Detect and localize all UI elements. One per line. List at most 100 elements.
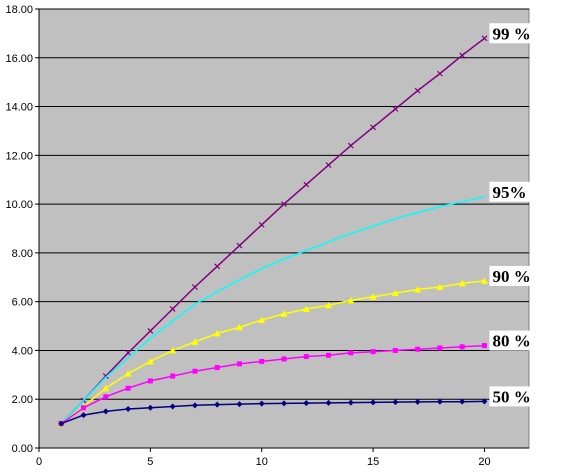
data-point xyxy=(436,283,444,291)
data-point xyxy=(258,316,266,323)
data-point xyxy=(370,349,376,355)
data-point xyxy=(302,305,310,312)
data-point xyxy=(124,370,132,377)
data-point xyxy=(481,343,487,349)
data-point xyxy=(170,373,176,379)
data-point xyxy=(125,349,132,356)
y-tick-label: 12.00 xyxy=(5,150,33,162)
x-tick-label: 0 xyxy=(36,456,42,468)
series-group xyxy=(57,35,488,427)
y-tick-label: 0.00 xyxy=(12,443,33,455)
series-80 xyxy=(58,343,487,427)
series-label: 80 % xyxy=(492,332,530,351)
data-point xyxy=(391,289,399,297)
data-point xyxy=(169,403,176,410)
y-tick-label: 6.00 xyxy=(12,297,33,309)
data-point xyxy=(325,399,332,406)
axes: 0.00 2.00 4.00 6.00 8.00 10.00 12.00 14.00 16.00… xyxy=(5,4,529,468)
data-point xyxy=(347,142,354,149)
data-point xyxy=(436,70,443,77)
data-point xyxy=(236,361,242,367)
data-point xyxy=(348,350,354,356)
data-point xyxy=(369,293,377,300)
series-99 xyxy=(58,35,488,427)
data-point xyxy=(236,242,243,249)
series-label-background xyxy=(489,265,542,286)
data-point xyxy=(258,221,265,228)
series-label-background xyxy=(489,181,542,202)
data-point xyxy=(436,398,443,405)
series-line xyxy=(60,37,485,425)
data-point xyxy=(481,35,488,42)
series-50 xyxy=(58,398,488,427)
series-label: 50 % xyxy=(492,387,530,406)
data-point xyxy=(191,284,198,290)
data-point xyxy=(103,394,109,400)
data-point xyxy=(303,354,309,360)
data-point xyxy=(325,301,333,309)
data-point xyxy=(214,365,220,371)
data-point xyxy=(459,52,466,59)
data-point xyxy=(303,181,310,188)
x-tick-label: 15 xyxy=(367,456,379,468)
x-tick-label: 20 xyxy=(478,456,490,468)
data-point xyxy=(236,401,243,408)
series-95 xyxy=(60,196,485,425)
gridlines xyxy=(39,8,529,400)
data-point xyxy=(102,408,109,415)
series-line xyxy=(60,280,485,425)
data-point xyxy=(414,87,421,94)
data-point xyxy=(280,310,288,317)
data-point xyxy=(147,378,153,384)
data-point xyxy=(169,306,176,312)
data-point xyxy=(192,368,198,374)
x-tick-label: 5 xyxy=(147,456,153,468)
y-tick-label: 14.00 xyxy=(5,102,33,114)
data-point xyxy=(347,296,355,304)
series-label-background xyxy=(489,23,542,44)
data-point xyxy=(281,356,287,362)
data-point xyxy=(58,420,65,427)
data-point xyxy=(414,398,421,405)
series-label: 95% xyxy=(492,183,526,202)
data-point xyxy=(147,328,154,334)
series-label-background xyxy=(489,386,542,407)
y-tick-label: 16.00 xyxy=(5,53,33,65)
data-point xyxy=(281,400,287,407)
data-point xyxy=(392,106,399,112)
data-point xyxy=(414,285,422,293)
data-point xyxy=(392,399,399,406)
data-point xyxy=(326,352,332,358)
data-point xyxy=(437,345,443,351)
data-point xyxy=(125,385,131,391)
data-point xyxy=(303,400,310,407)
data-point xyxy=(415,346,421,352)
data-point xyxy=(191,338,199,345)
data-point xyxy=(459,344,465,350)
y-tick-label: 10.00 xyxy=(5,199,33,211)
y-tick-label: 2.00 xyxy=(12,394,33,406)
data-point xyxy=(214,263,221,270)
data-point xyxy=(325,162,332,169)
series-labels: 99 % 95% 90 % 80 % 50 % xyxy=(489,23,542,407)
y-tick-label: 18.00 xyxy=(5,4,33,16)
data-point xyxy=(102,373,109,379)
series-line xyxy=(60,344,485,425)
plot-area xyxy=(38,8,530,449)
data-point xyxy=(169,346,177,354)
data-point xyxy=(259,358,265,364)
data-point xyxy=(370,399,377,406)
data-point xyxy=(146,357,154,365)
data-point xyxy=(458,279,466,287)
data-point xyxy=(459,398,466,405)
y-tick-label: 4.00 xyxy=(12,345,33,357)
series-label: 99 % xyxy=(492,24,530,43)
data-point xyxy=(481,398,488,405)
series-line xyxy=(60,196,485,425)
data-point xyxy=(191,402,198,409)
data-point xyxy=(480,277,488,284)
x-tick-label: 10 xyxy=(256,456,268,468)
data-point xyxy=(235,323,243,331)
data-point xyxy=(258,400,265,407)
